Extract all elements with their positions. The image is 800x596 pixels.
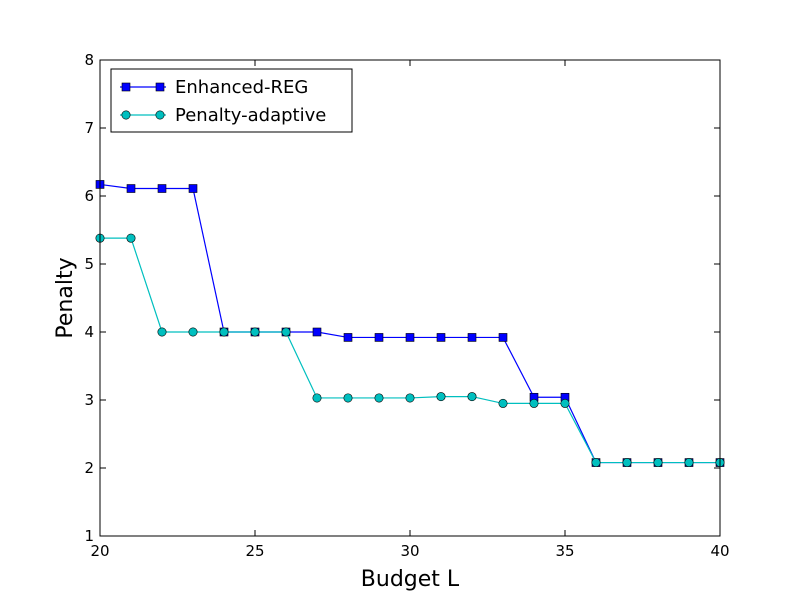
data-point (684, 458, 694, 468)
data-point (622, 458, 632, 468)
data-point (374, 393, 384, 403)
data-point (436, 333, 446, 342)
legend: Enhanced-REG Penalty-adaptive (110, 68, 353, 133)
data-point (529, 398, 539, 408)
legend-marker (155, 82, 165, 92)
data-point (405, 393, 415, 403)
data-point (498, 398, 508, 408)
x-tick-label: 35 (555, 542, 574, 560)
data-point (405, 333, 415, 342)
tick-layer: 20 25 30 35 40 1 2 3 4 5 6 7 8 (84, 51, 729, 560)
data-point (157, 327, 167, 337)
data-point (312, 327, 322, 337)
series-1 (95, 233, 725, 468)
data-point (188, 184, 198, 193)
data-point (560, 398, 570, 408)
legend-label: Enhanced-REG (175, 77, 308, 98)
plot-background (100, 60, 720, 536)
legend-box (110, 68, 353, 133)
x-axis-title: Budget L (361, 567, 460, 592)
data-point (343, 333, 353, 342)
y-tick-label: 3 (84, 391, 94, 409)
data-point (281, 327, 291, 337)
data-point (219, 327, 229, 337)
legend-label: Penalty-adaptive (175, 105, 326, 126)
legend-marker (121, 82, 131, 92)
data-point (126, 233, 136, 243)
data-point (467, 333, 477, 342)
data-point (250, 327, 260, 337)
legend-marker (155, 110, 165, 120)
data-point (312, 393, 322, 403)
data-point (436, 392, 446, 402)
y-tick-label: 4 (84, 323, 94, 341)
x-tick-label: 40 (710, 542, 729, 560)
y-tick-label: 6 (84, 187, 94, 205)
legend-items: Enhanced-REG Penalty-adaptive (120, 77, 326, 126)
data-point (343, 393, 353, 403)
x-tick-label: 30 (400, 542, 419, 560)
y-tick-label: 2 (84, 459, 94, 477)
data-point (591, 458, 601, 468)
data-point (653, 458, 663, 468)
legend-marker (121, 110, 131, 120)
y-tick-label: 8 (84, 51, 94, 69)
data-point (467, 392, 477, 402)
y-tick-label: 7 (84, 119, 94, 137)
data-point (126, 184, 136, 193)
data-point (157, 184, 167, 193)
y-axis-title: Penalty (53, 257, 78, 338)
x-tick-label: 20 (90, 542, 109, 560)
data-point (188, 327, 198, 337)
data-point (374, 333, 384, 342)
x-tick-label: 25 (245, 542, 264, 560)
y-tick-label: 5 (84, 255, 94, 273)
series-layer (95, 180, 725, 468)
y-tick-label: 1 (84, 527, 94, 545)
data-point (498, 333, 508, 342)
